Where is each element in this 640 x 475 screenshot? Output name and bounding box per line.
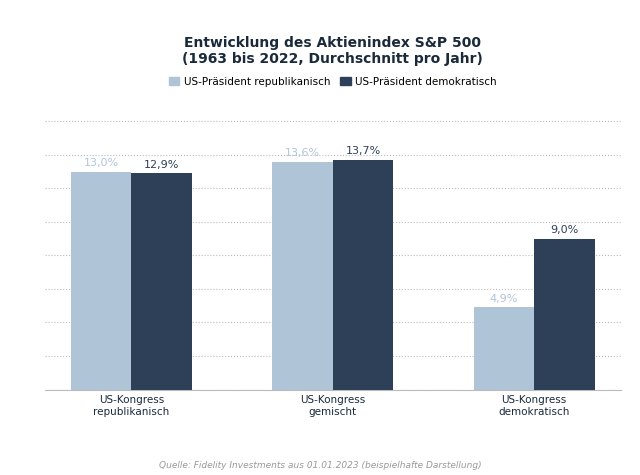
Text: 9,0%: 9,0% — [550, 225, 579, 235]
Bar — [71, 171, 131, 390]
Text: 13,0%: 13,0% — [84, 158, 119, 168]
Text: 13,6%: 13,6% — [285, 148, 320, 158]
Bar — [534, 238, 595, 390]
Bar — [333, 160, 393, 390]
Bar — [474, 307, 534, 389]
Bar — [273, 162, 333, 390]
Text: 12,9%: 12,9% — [144, 160, 179, 170]
Text: Quelle: Fidelity Investments aus 01.01.2023 (beispielhafte Darstellung): Quelle: Fidelity Investments aus 01.01.2… — [159, 461, 481, 470]
Text: 13,7%: 13,7% — [346, 146, 381, 156]
Bar — [131, 173, 192, 390]
Text: 4,9%: 4,9% — [490, 294, 518, 304]
Legend: US-Präsident republikanisch, US-Präsident demokratisch: US-Präsident republikanisch, US-Präsiden… — [164, 73, 501, 91]
Title: Entwicklung des Aktienindex S&P 500
(1963 bis 2022, Durchschnitt pro Jahr): Entwicklung des Aktienindex S&P 500 (196… — [182, 36, 483, 66]
